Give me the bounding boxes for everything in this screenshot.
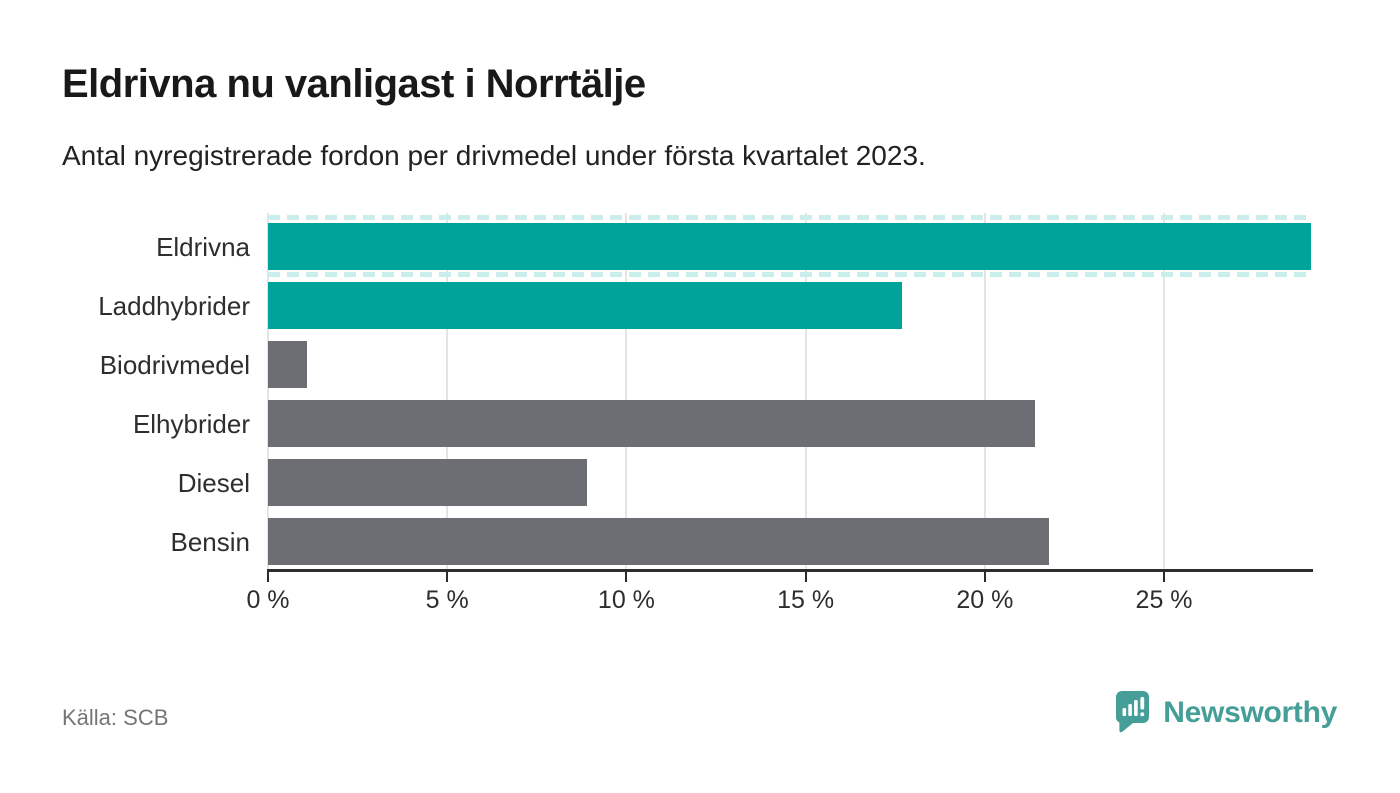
mini-bar-2 bbox=[1128, 703, 1133, 716]
tick-label-15: 15 % bbox=[777, 586, 835, 614]
tick-mark-10 bbox=[625, 572, 628, 582]
bar-elhybrider bbox=[268, 400, 1036, 447]
gridline-10 bbox=[625, 213, 628, 569]
bar-laddhybrider bbox=[268, 282, 903, 329]
mini-bar-3 bbox=[1134, 699, 1138, 716]
tick-label-0: 0 % bbox=[246, 586, 290, 614]
brand-name: Newsworthy bbox=[1163, 696, 1337, 729]
gridline-25 bbox=[1163, 213, 1166, 569]
page-subtitle: Antal nyregistrerade fordon per drivmede… bbox=[62, 140, 926, 171]
source-note: Källa: SCB bbox=[62, 705, 169, 730]
category-label-diesel: Diesel bbox=[177, 467, 250, 498]
exclamation-dot bbox=[1140, 711, 1145, 716]
bar-eldrivna bbox=[268, 223, 1311, 270]
speech-bubble-shape bbox=[1116, 690, 1150, 732]
tick-mark-20 bbox=[983, 572, 986, 582]
tick-mark-5 bbox=[446, 572, 449, 582]
page-title: Eldrivna nu vanligast i Norrtälje bbox=[62, 62, 646, 106]
category-labels-column: Eldrivna Laddhybrider Biodrivmedel Elhybrid… bbox=[0, 213, 250, 569]
tick-mark-15 bbox=[804, 572, 807, 582]
clip-dash-bottom bbox=[268, 272, 1311, 277]
tick-mark-0 bbox=[267, 572, 269, 582]
tick-mark-25 bbox=[1163, 572, 1166, 582]
plot-area bbox=[267, 213, 1311, 569]
mini-bar-1 bbox=[1122, 707, 1127, 716]
category-label-elhybrider: Elhybrider bbox=[132, 408, 250, 439]
category-label-biodrivmedel: Biodrivmedel bbox=[99, 349, 250, 380]
bar-bensin bbox=[268, 518, 1050, 565]
newsworthy-logo: Newsworthy bbox=[1116, 690, 1337, 736]
category-label-laddhybrider: Laddhybrider bbox=[98, 290, 250, 321]
tick-label-25: 25 % bbox=[1135, 586, 1193, 614]
tick-label-5: 5 % bbox=[425, 586, 469, 614]
gridline-0 bbox=[267, 213, 269, 569]
gridline-20 bbox=[983, 213, 986, 569]
bar-diesel bbox=[268, 459, 587, 506]
clip-dash-top bbox=[268, 215, 1311, 220]
tick-label-20: 20 % bbox=[956, 586, 1014, 614]
bar-biodrivmedel bbox=[268, 341, 308, 388]
category-label-eldrivna: Eldrivna bbox=[156, 231, 250, 262]
tick-label-10: 10 % bbox=[597, 586, 655, 614]
exclamation-stem bbox=[1140, 696, 1145, 709]
newsworthy-logo-icon bbox=[1116, 690, 1150, 732]
gridline-15 bbox=[804, 213, 807, 569]
x-axis-ticks: 0 % 5 % 10 % 15 % 20 % 25 % bbox=[246, 572, 1311, 614]
category-label-bensin: Bensin bbox=[170, 526, 251, 557]
gridline-5 bbox=[446, 213, 449, 569]
x-axis-line bbox=[267, 569, 1313, 572]
